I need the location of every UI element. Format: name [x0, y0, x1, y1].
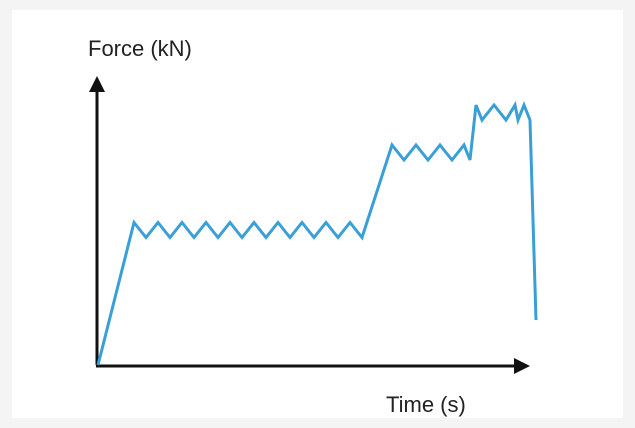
chart-figure: Force (kN) Time (s)	[12, 10, 623, 418]
axes	[89, 76, 530, 374]
y-axis-arrowhead	[89, 76, 105, 92]
x-axis-label: Time (s)	[386, 392, 466, 417]
force-series-line	[96, 100, 538, 366]
y-axis-label: Force (kN)	[88, 36, 192, 61]
force-time-chart: Force (kN) Time (s)	[88, 36, 538, 417]
x-axis-arrowhead	[514, 358, 530, 374]
